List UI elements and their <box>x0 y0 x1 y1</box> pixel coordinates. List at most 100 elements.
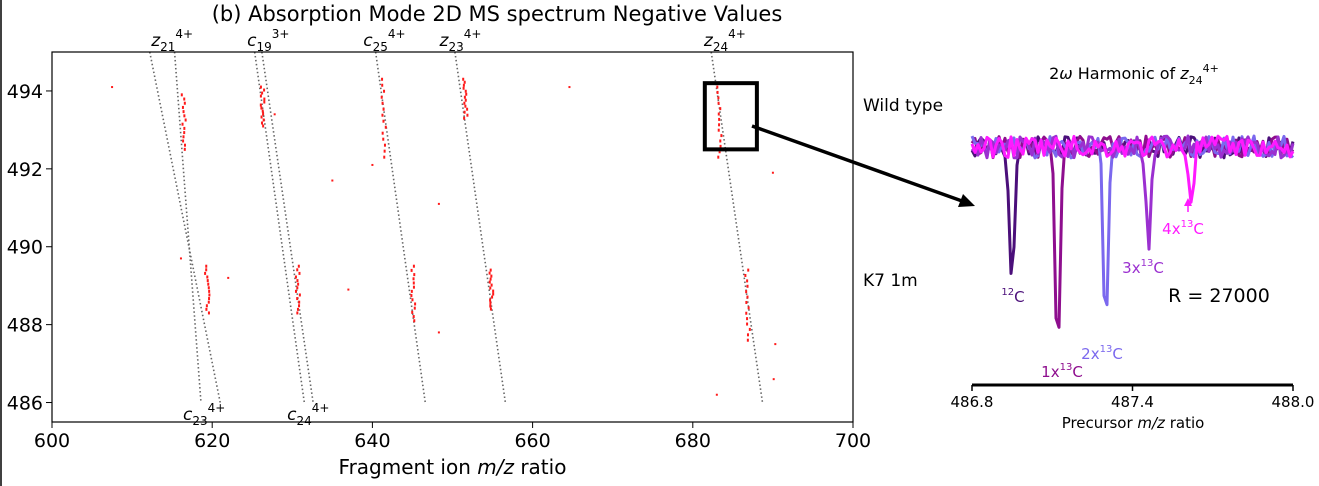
ion-label-sub: 19 <box>256 40 271 54</box>
peak-point <box>384 125 387 129</box>
peak-point <box>462 86 465 90</box>
isotope-label-pre: 4x <box>1162 220 1181 238</box>
peak-point <box>488 271 491 275</box>
peak-point <box>181 105 184 109</box>
right-title-pre: 2 <box>1049 64 1059 83</box>
peak-point <box>205 307 208 311</box>
peak-point <box>207 282 210 286</box>
peak-point <box>489 304 492 308</box>
peak-point <box>412 264 415 268</box>
peak-point <box>298 300 301 304</box>
isotope-trace <box>970 134 1295 307</box>
isotope-trace <box>970 134 1295 204</box>
isotope-label-post: C <box>1193 220 1203 238</box>
peak-point <box>744 273 747 277</box>
isotope-label-pre: 3x <box>1122 259 1141 277</box>
region-label-k7: K7 1m <box>863 271 918 291</box>
peak-point <box>715 393 718 396</box>
peak-point <box>412 315 415 319</box>
peak-point <box>261 121 264 125</box>
x-tick-label: 680 <box>675 430 711 452</box>
peak-point <box>294 275 297 279</box>
peak-point <box>747 306 750 310</box>
ion-line <box>261 51 314 403</box>
right-chart: 2ω Harmonic of z244+ 12C1x13C2x13C3x13C4… <box>951 62 1315 432</box>
peak-point <box>466 107 469 111</box>
peak-point <box>410 268 413 272</box>
peak-point <box>181 122 184 126</box>
right-x-axis-label: Precursor m/z ratio <box>1062 414 1205 432</box>
peak-point <box>183 114 186 118</box>
peak-point <box>296 297 299 301</box>
peak-point <box>260 115 263 119</box>
peak-point <box>412 277 415 281</box>
peak-point <box>180 93 183 97</box>
peak-point <box>464 98 467 102</box>
peak-point <box>745 311 748 315</box>
peak-point <box>489 307 492 311</box>
peak-point <box>184 118 187 122</box>
isotope-label: 3x13C <box>1122 258 1164 277</box>
peak-point <box>717 96 720 100</box>
peak-point <box>383 143 386 147</box>
peak-point <box>716 90 719 94</box>
peak-point <box>383 155 386 159</box>
peak-point <box>411 298 414 302</box>
peak-point <box>491 295 494 299</box>
peak-point <box>410 289 413 293</box>
peak-point <box>437 202 440 205</box>
peak-point <box>437 331 440 334</box>
peak-point <box>774 343 777 346</box>
peak-point <box>462 77 465 81</box>
x-tick-label: 600 <box>34 430 70 452</box>
ion-label: c254+ <box>363 27 405 54</box>
peak-point <box>463 80 466 84</box>
peak-point <box>296 279 299 283</box>
peak-point <box>182 135 185 139</box>
isotope-label-post: C <box>1112 345 1122 363</box>
peak-point <box>262 112 265 116</box>
peak-point <box>298 271 301 275</box>
peak-point <box>747 268 750 272</box>
right-title-ion-base: z <box>1179 64 1189 83</box>
peak-point <box>297 282 300 286</box>
peak-point <box>746 284 749 288</box>
peak-point <box>382 119 385 123</box>
zoom-box <box>702 81 759 152</box>
ion-line <box>454 51 507 403</box>
peak-point <box>383 149 386 153</box>
peak-point <box>208 289 211 293</box>
peak-point <box>380 95 383 99</box>
peak-point <box>492 289 495 293</box>
peak-point <box>296 311 299 315</box>
ion-line <box>374 51 427 403</box>
peak-point <box>490 274 493 278</box>
peak-point <box>206 279 209 283</box>
peak-point <box>111 86 114 89</box>
peak-point <box>259 94 262 98</box>
peak-point <box>208 297 211 301</box>
isotope-label-sup: 13 <box>1141 258 1154 269</box>
peak-point <box>297 264 300 268</box>
ion-label-sup: 3+ <box>272 27 290 41</box>
peak-point <box>205 304 208 308</box>
isotope-label: 2x13C <box>1081 344 1123 363</box>
y-tick-label: 486 <box>7 393 43 415</box>
peak-point <box>183 143 186 147</box>
right-xlabel-pre: Precursor <box>1062 414 1138 432</box>
peak-point <box>489 298 492 302</box>
peak-point <box>347 288 350 291</box>
peak-point <box>381 131 384 135</box>
ion-label: z234+ <box>439 27 482 54</box>
peaks <box>111 77 777 396</box>
peak-point <box>464 89 467 93</box>
peak-point <box>183 97 186 101</box>
peak-point <box>746 317 749 321</box>
isotope-label-sup: 12 <box>1001 287 1014 298</box>
peak-point <box>382 137 385 141</box>
peak-point <box>207 300 210 304</box>
peak-point <box>227 276 230 279</box>
peak-point <box>412 281 415 285</box>
peak-point <box>179 257 182 260</box>
peak-point <box>262 118 265 122</box>
